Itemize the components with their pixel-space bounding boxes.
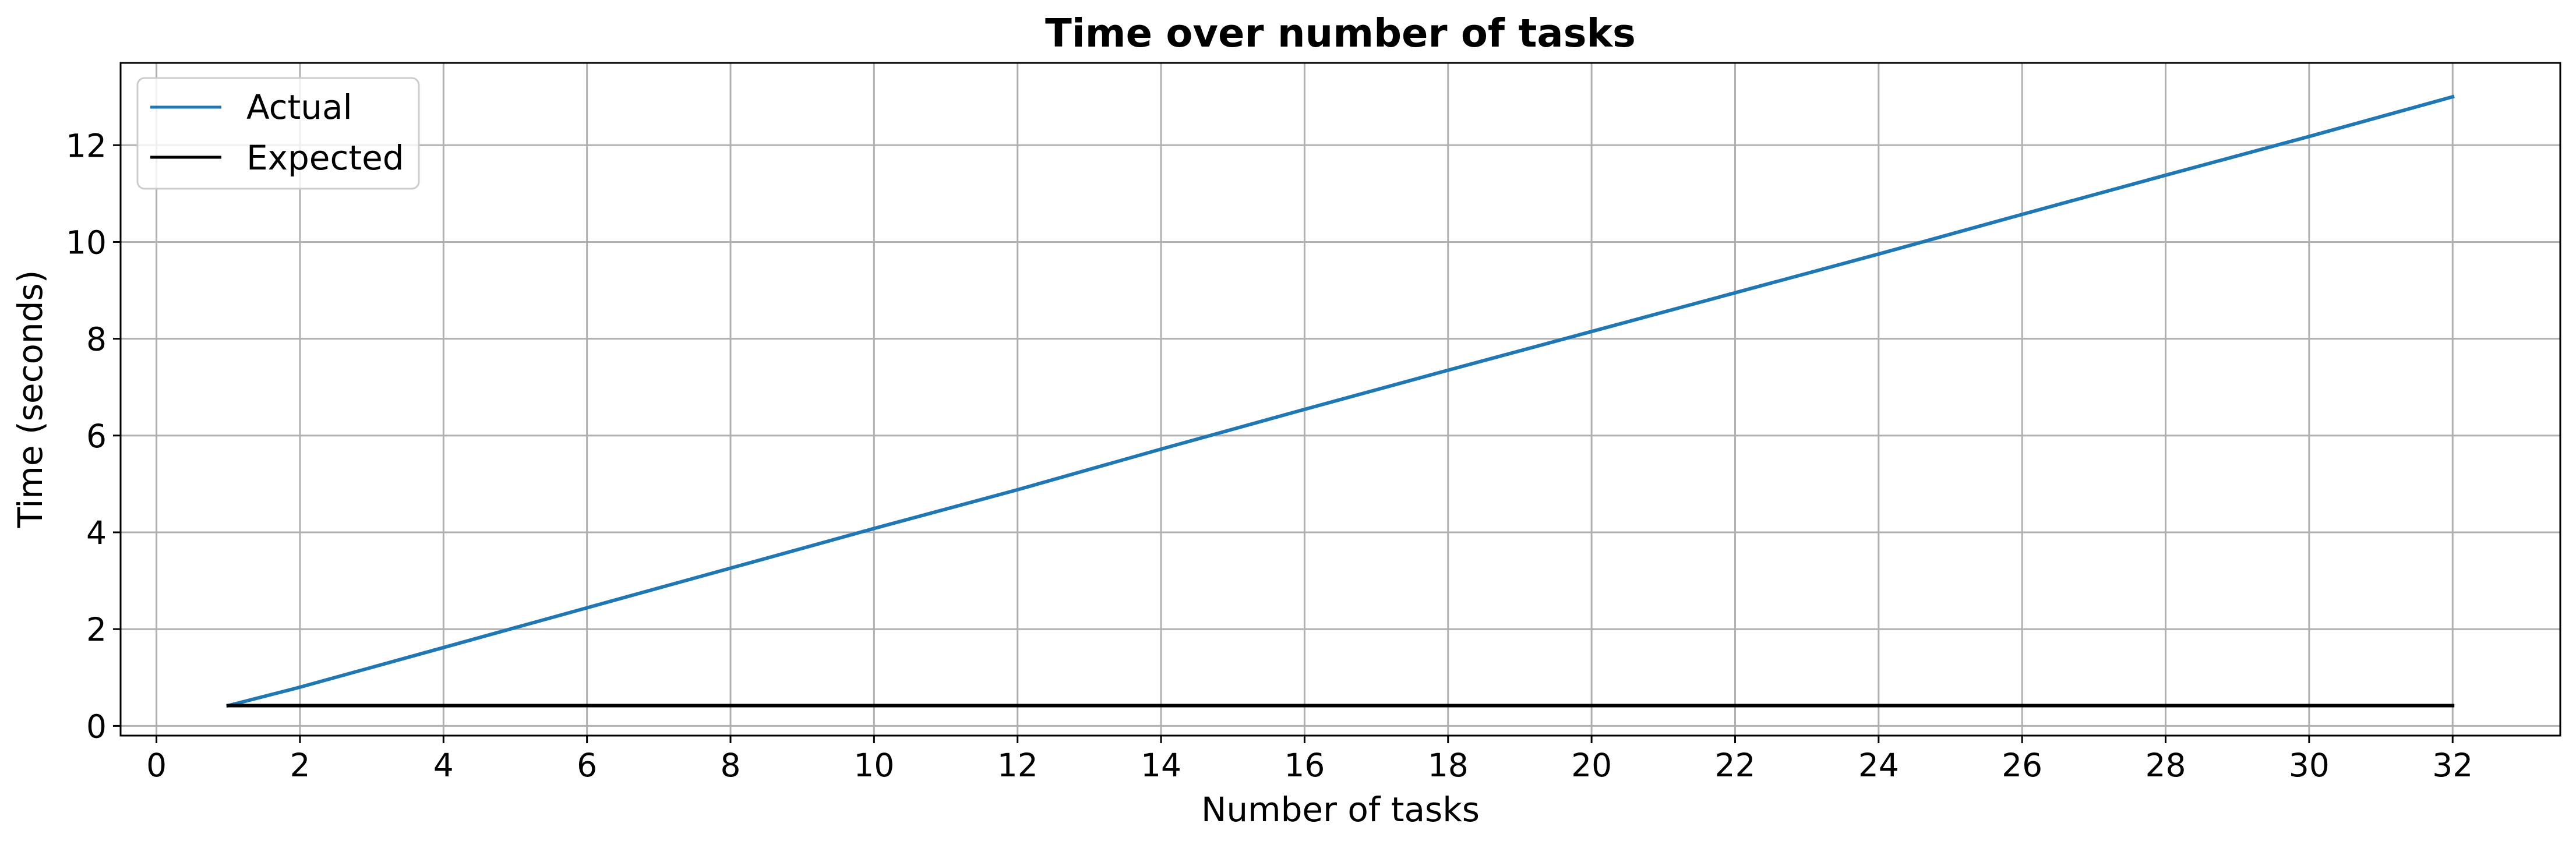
x-tick-label: 8	[721, 747, 741, 784]
y-tick-label: 8	[86, 321, 107, 358]
legend: Actual Expected	[136, 77, 420, 190]
x-axis-label: Number of tasks	[1201, 790, 1480, 829]
x-tick-label: 20	[1571, 747, 1612, 784]
x-tick-label: 6	[577, 747, 597, 784]
x-tick-label: 18	[1428, 747, 1469, 784]
y-tick-label: 6	[86, 418, 107, 455]
x-tick-label: 30	[2289, 747, 2330, 784]
x-tick-label: 10	[853, 747, 894, 784]
x-tick-label: 16	[1284, 747, 1325, 784]
x-tick-label: 2	[290, 747, 310, 784]
x-tick-label: 22	[1714, 747, 1755, 784]
x-tick-label: 28	[2146, 747, 2186, 784]
x-tick-label: 12	[997, 747, 1038, 784]
x-tick-label: 26	[2002, 747, 2042, 784]
x-axis-ticks: 0 2 4 6 8 10 12 14 16 18 20 22 24 26 28 30 32	[146, 736, 2473, 784]
x-tick-label: 4	[433, 747, 454, 784]
y-axis-label: Time (seconds)	[10, 270, 50, 529]
y-tick-label: 2	[86, 611, 107, 648]
y-tick-label: 12	[66, 127, 107, 164]
x-tick-label: 24	[1858, 747, 1899, 784]
y-tick-label: 4	[86, 514, 107, 552]
x-tick-label: 0	[146, 747, 167, 784]
series-layer	[226, 94, 2455, 708]
series-line-actual	[226, 94, 2455, 708]
x-tick-label: 32	[2432, 747, 2473, 784]
y-axis-ticks: 0 2 4 6 8 10 12	[66, 127, 121, 745]
grid	[121, 63, 2560, 736]
x-tick-label: 14	[1141, 747, 1181, 784]
legend-label-actual: Actual	[246, 87, 352, 127]
legend-label-expected: Expected	[246, 138, 404, 178]
y-tick-label: 0	[86, 708, 107, 745]
y-tick-label: 10	[66, 224, 107, 261]
plot-area-frame	[119, 62, 2561, 737]
chart-title: Time over number of tasks	[1045, 10, 1636, 56]
